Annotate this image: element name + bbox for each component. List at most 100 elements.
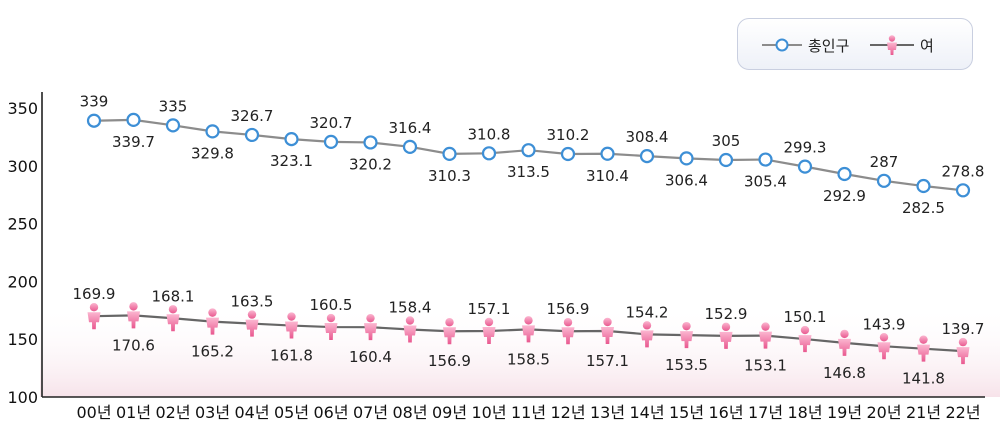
legend-person-marker-icon [870,35,914,55]
point-total [481,146,497,161]
point-total [639,148,655,164]
point-female [87,302,101,330]
data-label-female: 158.5 [507,350,550,368]
data-label-total: 320.7 [310,114,353,132]
x-tick-label: 08년 [392,403,427,422]
series-group [86,112,971,365]
point-female [482,317,496,344]
point-female [680,321,693,349]
data-label-total: 287 [870,153,899,171]
data-label-female: 163.5 [231,293,274,311]
data-label-total: 310.8 [468,125,511,143]
x-tick-labels: 00년 01년 02년 03년 04년 05년 06년 07년 08년 09년 10년 11년 12년 1… [76,403,980,422]
point-female [285,312,298,339]
data-label-total: 339.7 [112,133,155,151]
x-tick-label: 05년 [274,403,309,422]
x-tick-label: 11년 [511,403,546,422]
point-total [363,135,378,150]
data-label-female: 158.4 [389,298,432,316]
y-tick-labels: 100 150 200 250 300 350 [7,99,38,407]
data-label-total: 306.4 [665,171,708,189]
data-label-female: 152.9 [705,305,748,323]
point-female [245,310,259,337]
data-label-female: 168.1 [152,287,195,305]
x-tick-label: 07년 [353,403,388,422]
point-total [758,152,773,167]
data-label-female: 153.1 [744,357,787,375]
point-female [759,322,772,349]
data-label-female: 160.5 [310,296,353,314]
data-label-total: 326.7 [231,107,274,125]
y-tick-label: 300 [7,157,38,176]
point-total [521,143,536,158]
point-female [917,335,930,362]
x-tick-label: 18년 [787,403,822,422]
point-total [837,166,852,182]
point-total [718,152,734,168]
data-label-total: 282.5 [902,199,945,217]
data-label-total: 316.4 [389,119,432,137]
x-tick-label: 15년 [669,403,704,422]
point-female [206,308,219,335]
point-female [324,313,338,341]
x-tick-label: 00년 [76,403,111,422]
point-total [86,113,102,128]
y-tick-label: 250 [7,215,38,234]
x-tick-label: 04년 [234,403,269,422]
x-tick-label: 02년 [155,403,190,422]
point-total [916,178,931,194]
data-label-female: 161.8 [270,347,313,365]
x-tick-label: 22년 [945,403,980,422]
data-label-female: 165.2 [191,343,234,361]
legend-label-total: 총인구 [808,36,850,55]
data-label-total: 305 [712,132,741,150]
data-label-female: 157.1 [468,300,511,318]
x-tick-label: 17년 [748,403,783,422]
x-tick-label: 16년 [708,403,743,422]
x-tick-label: 13년 [590,403,625,422]
point-total [600,146,615,161]
point-total [402,139,418,154]
point-total [679,151,694,166]
point-total [244,127,260,143]
data-label-total: 310.2 [547,126,590,144]
data-label-total: 278.8 [942,162,985,180]
point-total [797,159,813,174]
point-female [719,322,733,349]
data-label-total: 310.3 [428,167,471,185]
data-label-female: 157.1 [586,352,629,370]
point-total [205,124,220,139]
point-total [560,146,576,162]
x-tick-label: 01년 [116,403,151,422]
legend-item-female: 여 [870,33,934,57]
legend-item-total: 총인구 [762,33,849,57]
point-female [522,316,535,343]
legend-label-female: 여 [920,36,934,55]
point-female [403,316,417,343]
x-tick-label: 19년 [827,403,862,422]
point-total [165,118,181,133]
x-tick-label: 21년 [906,403,941,422]
x-tick-label: 12년 [550,403,585,422]
point-female [956,337,970,365]
x-tick-label: 10년 [471,403,506,422]
data-label-female: 169.9 [73,285,116,303]
y-tick-label: 200 [7,272,38,291]
data-label-total: 320.2 [349,155,392,173]
point-female [798,325,812,353]
data-label-total: 305.4 [744,173,787,191]
point-total [442,146,457,161]
y-tick-label: 100 [7,388,38,407]
point-female [877,333,891,360]
x-tick-label: 20년 [866,403,901,422]
data-label-female: 156.9 [547,300,590,318]
data-label-total: 299.3 [784,139,827,157]
x-tick-label: 14년 [629,403,664,422]
point-total [323,134,339,149]
data-label-female: 150.1 [784,308,827,326]
x-tick-label: 03년 [195,403,230,422]
point-female [127,302,140,329]
data-label-total: 310.4 [586,167,629,185]
